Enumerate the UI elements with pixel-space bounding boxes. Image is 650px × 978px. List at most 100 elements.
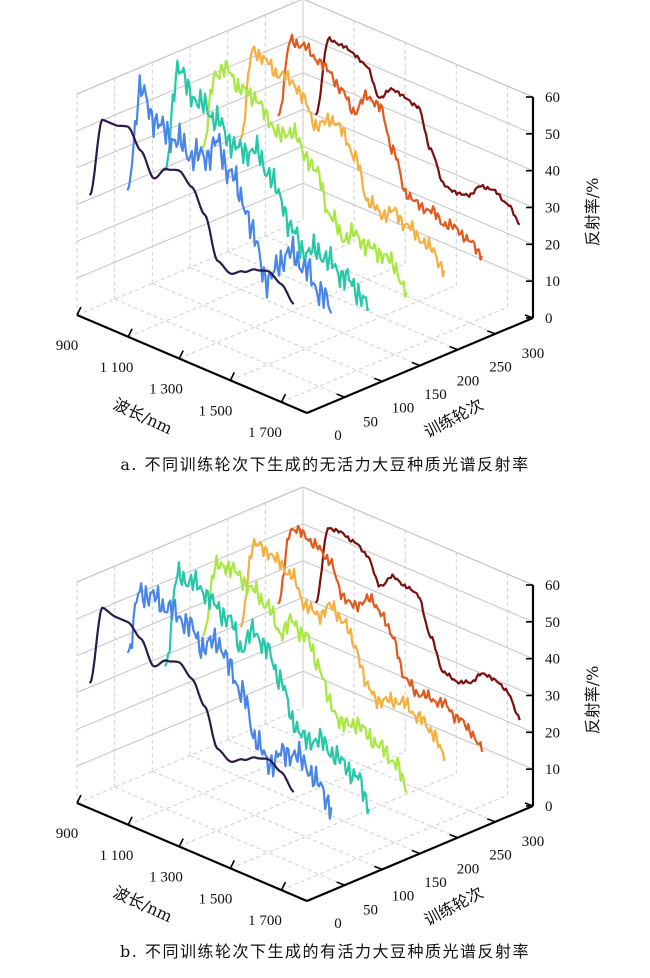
x-tick-label: 1 100 — [100, 360, 134, 376]
gridline-floor — [281, 306, 508, 403]
x-tick-label: 1 300 — [149, 870, 183, 886]
gridline-back-wall — [302, 560, 534, 660]
gridline-floor — [152, 770, 383, 870]
series-line-epoch-50 — [126, 74, 333, 314]
x-tick — [280, 881, 287, 891]
series-line-epoch-300 — [314, 527, 521, 721]
grid — [76, 486, 534, 902]
y-tick-label: 0 — [334, 428, 342, 444]
y-tick-label: 100 — [392, 889, 415, 905]
gridline-floor — [227, 251, 458, 351]
gridline-floor — [179, 751, 406, 848]
series-line-epoch-0 — [88, 606, 295, 793]
gridline-floor — [230, 284, 457, 381]
gridline-back-wall-top — [304, 0, 534, 98]
x-tick-label: 1 300 — [149, 382, 183, 398]
gridline-floor — [76, 219, 304, 316]
axes — [76, 96, 535, 415]
z-axis-title: 反射率/% — [583, 178, 602, 247]
x-tick — [280, 393, 287, 403]
y-tick — [336, 393, 345, 398]
y-tick — [449, 345, 458, 351]
gridline-back-wall — [302, 523, 534, 623]
series-group — [88, 33, 521, 314]
x-tick-label: 1 700 — [248, 913, 282, 929]
z-tick-label: 60 — [545, 90, 560, 106]
y-tick — [374, 377, 383, 383]
z-tick-label: 60 — [545, 578, 560, 594]
y-tick — [298, 897, 308, 902]
x-axis-line — [76, 801, 308, 903]
series-line-epoch-200 — [239, 45, 446, 278]
z-tick-label: 50 — [545, 615, 560, 631]
z-tick-label: 0 — [545, 311, 553, 327]
y-tick-label: 300 — [522, 346, 545, 362]
z-tick-label: 50 — [545, 127, 560, 143]
x-axis-title: 波长/nm — [110, 394, 175, 438]
axes — [76, 584, 535, 903]
series-line-epoch-200 — [239, 537, 446, 762]
y-tick-label: 250 — [489, 848, 512, 864]
y-tick-label: 250 — [489, 360, 512, 376]
y-tick-label: 0 — [334, 916, 342, 932]
gridline-floor — [127, 729, 355, 826]
y-tick — [411, 361, 421, 367]
gridline-back-wall — [302, 597, 534, 696]
x-tick-label: 1 500 — [199, 403, 233, 419]
series-line-epoch-150 — [201, 554, 408, 794]
y-tick — [336, 881, 345, 886]
y-tick-label: 100 — [392, 401, 415, 417]
series-line-epoch-150 — [201, 59, 408, 298]
x-tick — [127, 328, 133, 338]
z-tick-label: 30 — [545, 689, 560, 705]
x-tick — [178, 350, 184, 359]
y-tick — [487, 330, 496, 335]
gridline-back-wall — [302, 633, 534, 733]
series-group — [88, 524, 521, 820]
y-tick-label: 50 — [363, 902, 378, 918]
caption: a. 不同训练轮次下生成的无活力大豆种质光谱反射率 — [120, 455, 529, 474]
x-tick — [229, 859, 236, 869]
series-line-epoch-100 — [164, 59, 370, 311]
y-tick — [411, 849, 421, 855]
x-tick — [229, 371, 236, 381]
z-tick-label: 10 — [545, 274, 560, 290]
y-tick-label: 200 — [457, 861, 480, 877]
y-tick — [449, 833, 458, 839]
x-tick-label: 1 100 — [100, 848, 134, 864]
caption: b. 不同训练轮次下生成的有活力大豆种质光谱反射率 — [120, 942, 530, 961]
x-axis-title: 波长/nm — [110, 882, 175, 926]
x-tick-label: 1 700 — [248, 425, 282, 441]
y-tick-label: 200 — [457, 373, 480, 389]
series-line-epoch-250 — [277, 33, 484, 261]
gridline-floor — [189, 267, 421, 366]
gridline-floor — [179, 263, 406, 360]
series-line-epoch-250 — [277, 524, 484, 753]
y-tick — [487, 818, 496, 823]
gridline-floor — [230, 772, 457, 869]
x-tick-label: 900 — [56, 338, 79, 354]
series-line-epoch-300 — [314, 36, 521, 226]
x-tick — [76, 306, 82, 316]
x-axis-line — [76, 313, 308, 415]
grid — [76, 0, 534, 414]
gridline-floor — [281, 794, 508, 891]
y-tick-label: 150 — [424, 387, 447, 403]
gridline-floor — [76, 707, 304, 804]
y-tick — [374, 865, 383, 871]
gridline-back-wall — [302, 35, 534, 135]
y-tick-label: 50 — [363, 414, 378, 430]
x-tick — [76, 794, 82, 804]
z-tick-label: 10 — [545, 762, 560, 778]
series-line-epoch-50 — [126, 582, 333, 820]
x-tick-label: 900 — [56, 826, 79, 842]
y-tick-label: 300 — [522, 834, 545, 850]
z-tick-label: 0 — [545, 799, 553, 815]
z-axis-title: 反射率/% — [583, 666, 602, 735]
gridline-back-wall-top — [302, 486, 534, 586]
